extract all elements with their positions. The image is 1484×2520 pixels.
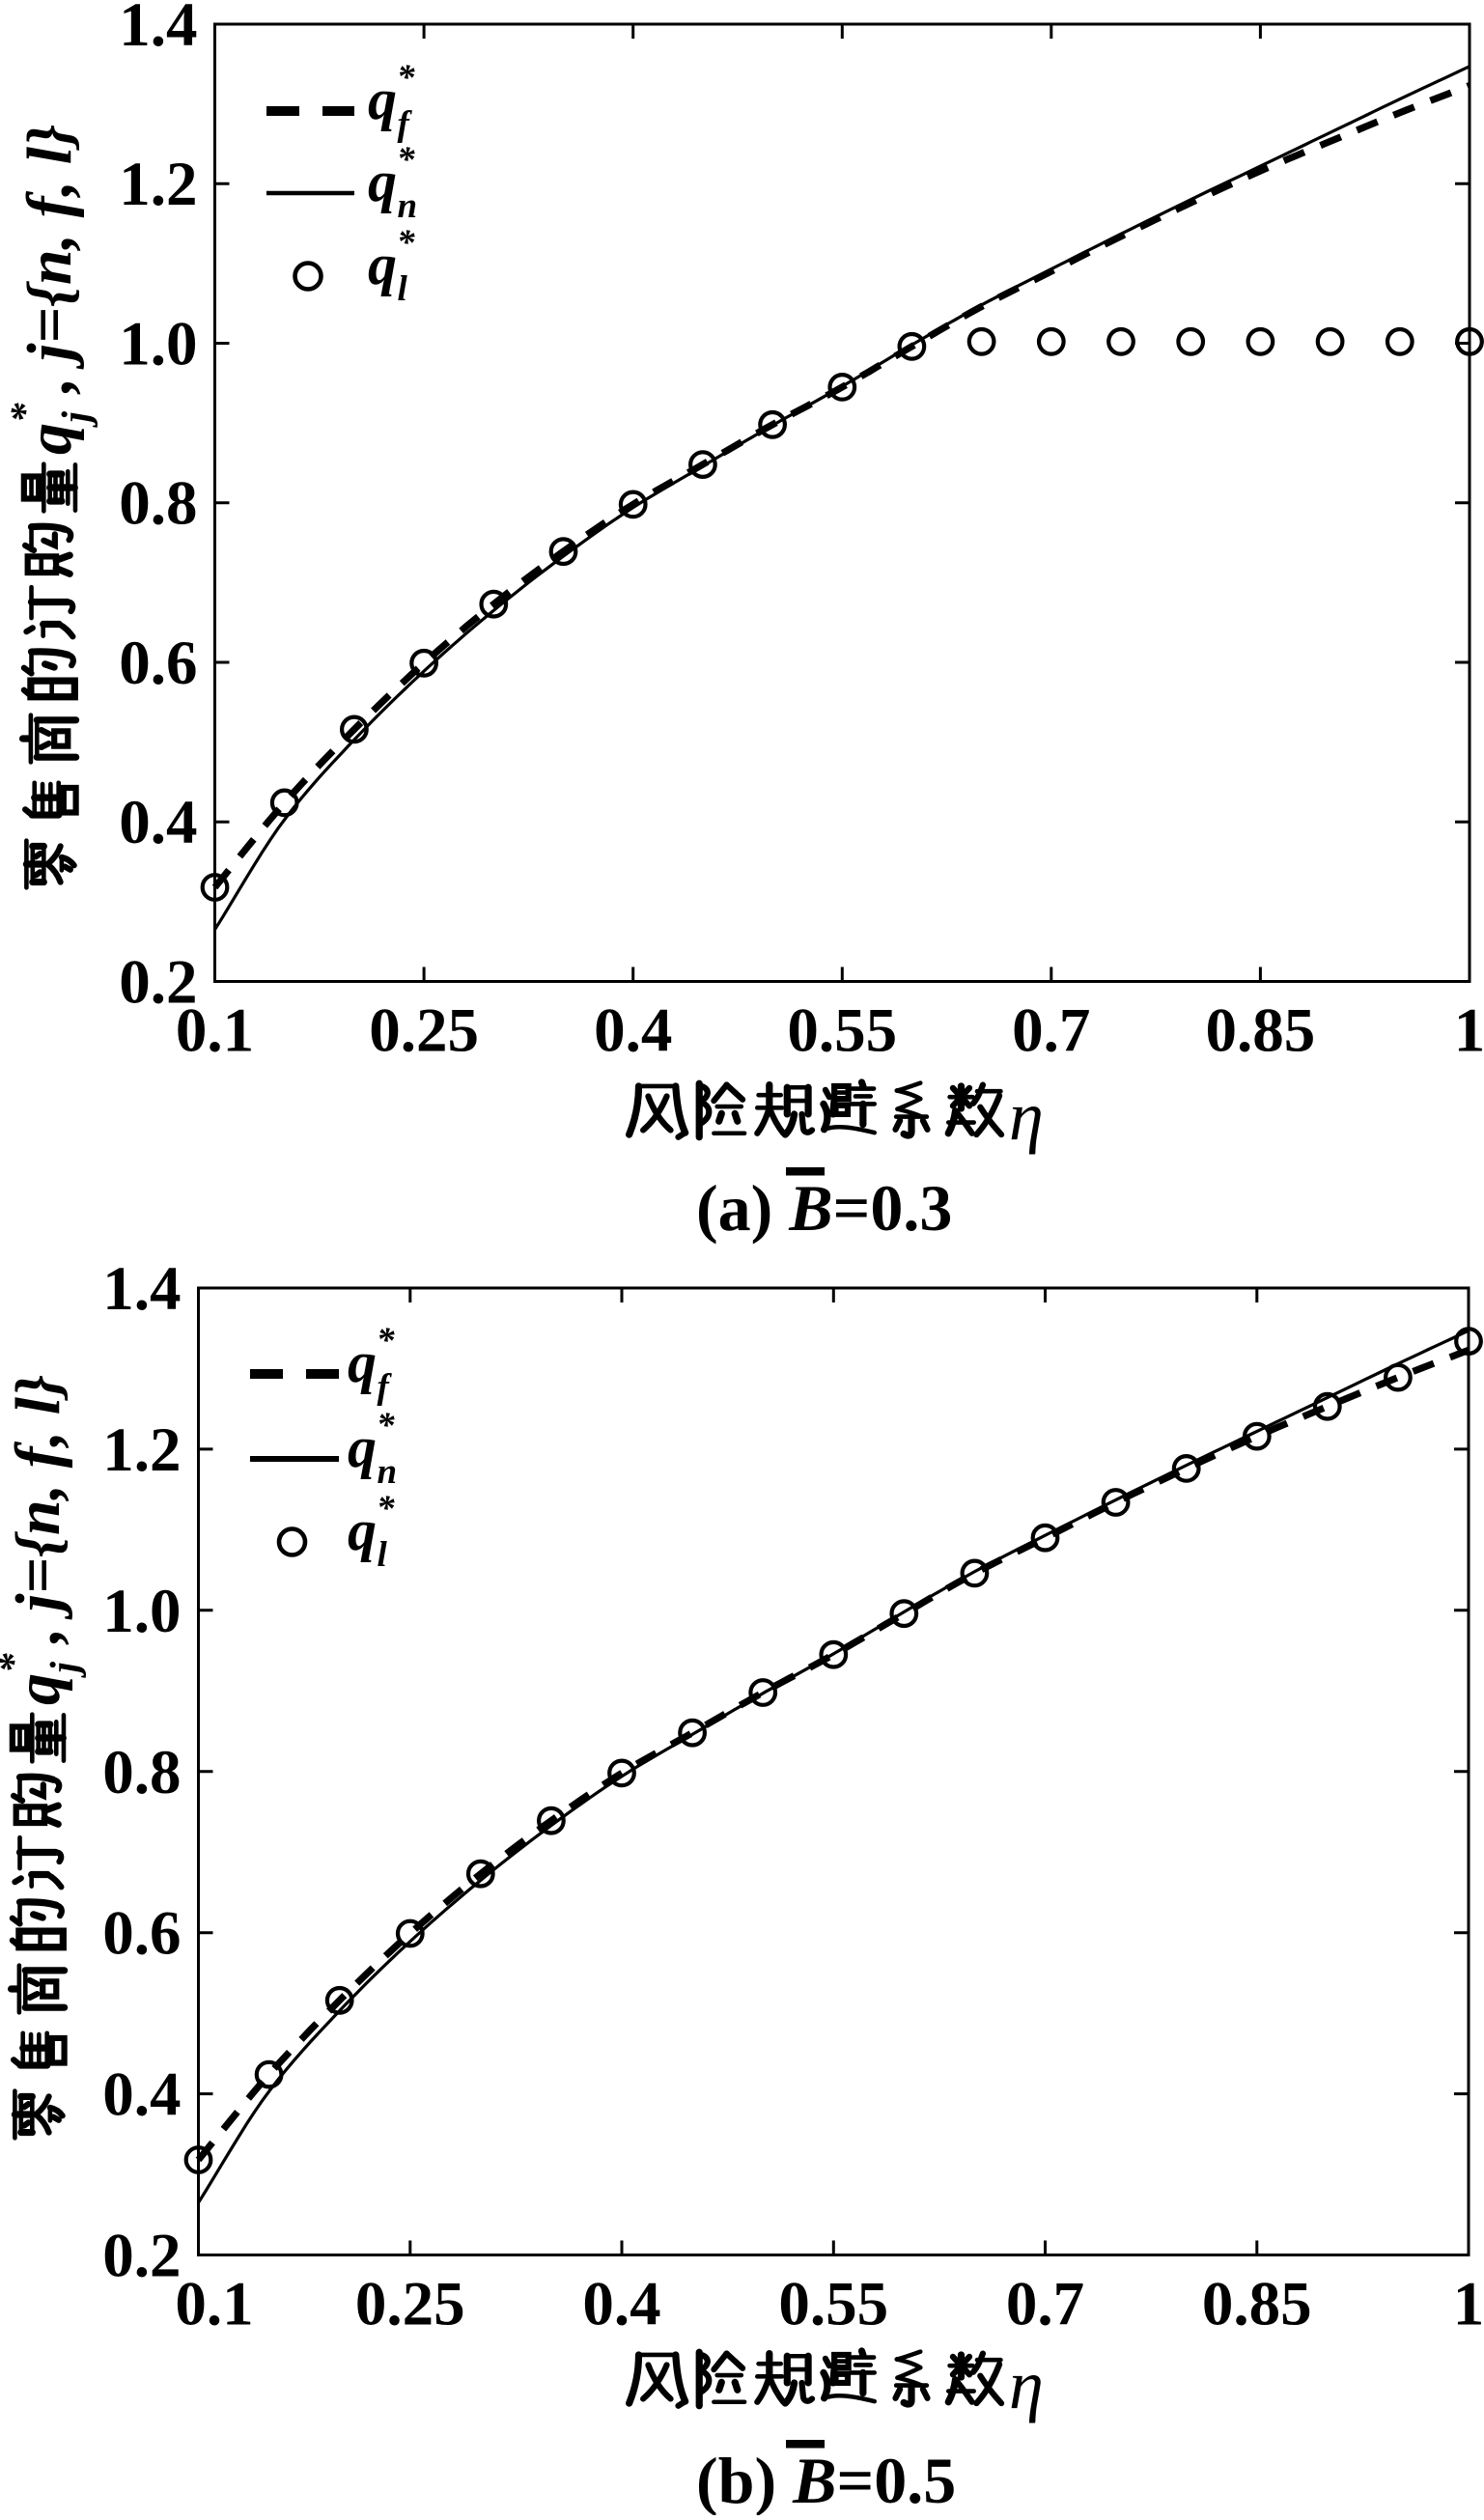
- svg-text:, j={n, f, l}: , j={n, f, l}: [14, 125, 85, 395]
- svg-text:0.7: 0.7: [1006, 2270, 1084, 2339]
- svg-text:0.2: 0.2: [119, 948, 197, 1018]
- svg-text:0.85: 0.85: [1202, 2270, 1312, 2339]
- svg-text:0.6: 0.6: [119, 629, 197, 698]
- svg-text:0.6: 0.6: [102, 1899, 181, 1969]
- svg-text:0.1: 0.1: [175, 2270, 253, 2339]
- svg-text:0.4: 0.4: [594, 996, 672, 1066]
- svg-text:0.1: 0.1: [176, 996, 254, 1066]
- svg-text:0.85: 0.85: [1206, 996, 1316, 1066]
- svg-text:0.25: 0.25: [355, 2270, 465, 2339]
- svg-text:q*n: q* n: [348, 1406, 397, 1492]
- svg-text:q*n: q* n: [368, 140, 417, 226]
- svg-text:0.2: 0.2: [102, 2222, 181, 2291]
- svg-text:, j={n, f, l}: , j={n, f, l}: [3, 1375, 73, 1645]
- svg-text:0.55: 0.55: [778, 2270, 888, 2339]
- svg-text:1.2: 1.2: [119, 150, 197, 219]
- svg-text:0.55: 0.55: [787, 996, 897, 1066]
- svg-text:η: η: [1009, 1078, 1044, 1155]
- svg-text:1: 1: [1454, 996, 1484, 1066]
- svg-text:(a) B=0.3: (a) B=0.3: [696, 1171, 952, 1245]
- svg-text:0.4: 0.4: [102, 2060, 181, 2130]
- svg-text:η: η: [1009, 2346, 1044, 2423]
- svg-text:1: 1: [1453, 2270, 1484, 2339]
- svg-text:0.8: 0.8: [119, 469, 197, 539]
- svg-text:0.7: 0.7: [1012, 996, 1090, 1066]
- svg-text:1.4: 1.4: [102, 1254, 181, 1324]
- svg-text:(b) B=0.5: (b) B=0.5: [696, 2444, 956, 2515]
- svg-text:0.25: 0.25: [369, 996, 479, 1066]
- svg-text:1.4: 1.4: [119, 0, 197, 60]
- svg-text:0.8: 0.8: [102, 1738, 181, 1807]
- svg-text:0.4: 0.4: [582, 2270, 660, 2339]
- svg-text:1.0: 1.0: [102, 1577, 181, 1646]
- svg-text:0.4: 0.4: [119, 788, 197, 857]
- svg-text:1.0: 1.0: [119, 310, 197, 379]
- svg-text:1.2: 1.2: [102, 1415, 181, 1485]
